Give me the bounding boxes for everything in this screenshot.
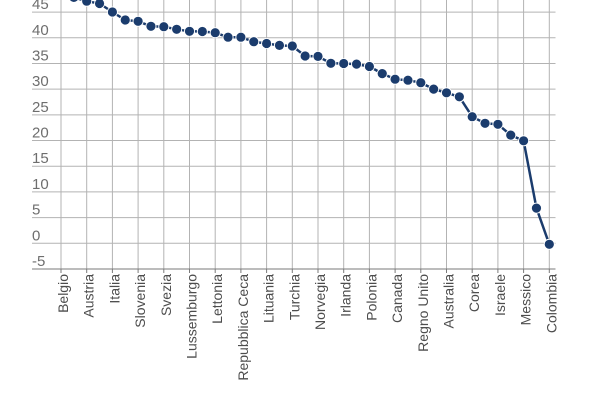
svg-text:Lituania: Lituania	[261, 274, 277, 323]
svg-text:Irlanda: Irlanda	[338, 274, 354, 317]
svg-text:25: 25	[32, 99, 49, 116]
svg-text:Norvegia: Norvegia	[312, 274, 328, 330]
svg-text:5: 5	[32, 202, 40, 219]
svg-text:Australia: Australia	[441, 274, 457, 329]
svg-text:Austria: Austria	[81, 274, 97, 318]
svg-text:-5: -5	[32, 253, 45, 270]
svg-text:Slovenia: Slovenia	[132, 274, 148, 328]
svg-text:45: 45	[32, 0, 49, 13]
svg-text:15: 15	[32, 150, 49, 167]
svg-text:Repubblica Ceca: Repubblica Ceca	[235, 274, 251, 381]
svg-text:Corea: Corea	[466, 274, 482, 312]
svg-text:Lettonia: Lettonia	[209, 274, 225, 324]
svg-text:0: 0	[32, 227, 40, 244]
svg-text:Svezia: Svezia	[158, 274, 174, 316]
svg-text:40: 40	[32, 22, 49, 39]
svg-text:Canada: Canada	[389, 274, 405, 323]
svg-text:Israele: Israele	[492, 274, 508, 316]
svg-text:30: 30	[32, 73, 49, 90]
svg-text:Messico: Messico	[518, 274, 534, 326]
svg-text:10: 10	[32, 176, 49, 193]
svg-text:Regno Unito: Regno Unito	[415, 274, 431, 352]
svg-text:Belgio: Belgio	[55, 274, 71, 313]
svg-text:Colombia: Colombia	[543, 274, 559, 333]
svg-text:Italia: Italia	[106, 274, 122, 304]
svg-text:35: 35	[32, 47, 49, 64]
svg-text:20: 20	[32, 125, 49, 142]
svg-text:Turchia: Turchia	[286, 274, 302, 320]
svg-text:Polonia: Polonia	[363, 274, 379, 321]
svg-text:Lussemburgo: Lussemburgo	[184, 274, 200, 359]
